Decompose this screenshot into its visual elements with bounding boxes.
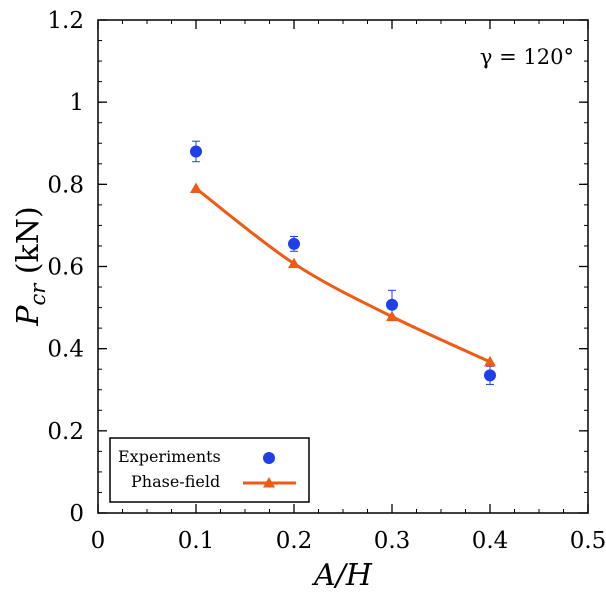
axis-tick-labels: 0 0.1 0.2 0.3 0.4 0.5 0 0.2 0.4 0.6 0.8 1 1.2	[47, 8, 606, 554]
y-axis-label-subscript: cr	[26, 282, 50, 306]
x-tick-label: 0.3	[374, 528, 411, 554]
y-tick-label: 0.2	[47, 419, 84, 445]
experiment-point	[484, 369, 496, 382]
y-tick-label: 0.8	[47, 172, 84, 198]
y-tick-label: 0.6	[47, 255, 84, 281]
experiment-error-bars	[192, 140, 494, 385]
x-tick-label: 0.2	[276, 528, 313, 554]
phase-field-point	[484, 355, 496, 367]
x-tick-label: 0.4	[472, 528, 509, 554]
y-tick-label: 0.4	[47, 337, 84, 363]
phase-field-points	[190, 182, 496, 367]
y-axis-label-symbol: P	[11, 305, 46, 327]
phase-field-point	[288, 257, 300, 269]
legend-marker-phase-field	[263, 477, 275, 488]
legend-label-experiments: Experiments	[118, 447, 221, 466]
phase-field-point	[386, 310, 398, 322]
legend-box	[109, 437, 310, 503]
axis-ticks	[97, 19, 589, 514]
x-tick-label: 0.5	[570, 528, 606, 554]
experiment-point	[288, 237, 300, 250]
phase-field-point	[190, 182, 202, 193]
phase-field-curve	[195, 187, 491, 364]
legend: Experiments Phase-field	[109, 437, 310, 503]
gamma-annotation: γ = 120°	[480, 45, 574, 69]
experiment-points	[190, 145, 496, 382]
x-tick-label: 0	[91, 528, 106, 554]
y-axis-label-unit: (kN)	[11, 206, 46, 283]
legend-marker-experiments	[263, 452, 275, 464]
x-axis-label: A/H	[311, 558, 373, 593]
experiment-point	[190, 145, 202, 158]
y-tick-label: 0	[69, 501, 84, 527]
legend-label-phase-field: Phase-field	[131, 472, 220, 491]
y-tick-label: 1.2	[47, 8, 84, 34]
experiment-point	[386, 298, 398, 311]
y-axis-label: Pcr (kN)	[11, 206, 50, 326]
x-tick-label: 0.1	[178, 528, 215, 554]
y-tick-label: 1	[69, 90, 84, 116]
